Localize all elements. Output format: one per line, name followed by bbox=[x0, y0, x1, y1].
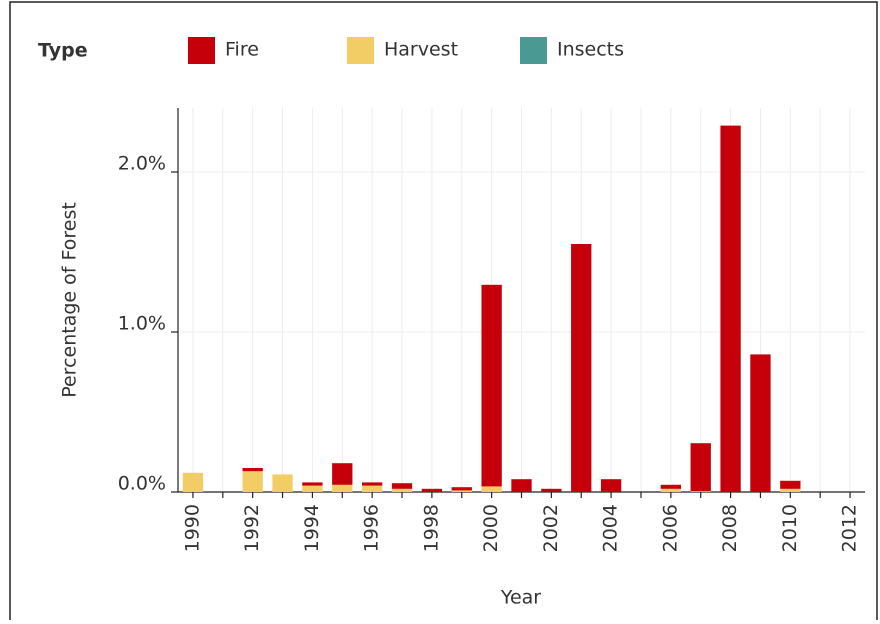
bar bbox=[421, 488, 443, 492]
legend-label: Insects bbox=[557, 39, 624, 61]
x-tick-label: 1996 bbox=[361, 504, 383, 552]
bar bbox=[302, 485, 323, 492]
bar bbox=[481, 486, 502, 492]
legend-swatch bbox=[188, 37, 215, 64]
bar bbox=[332, 484, 353, 492]
bar bbox=[272, 474, 293, 492]
bar bbox=[690, 491, 711, 492]
x-tick-label: 1992 bbox=[241, 504, 263, 552]
x-tick-label: 1990 bbox=[181, 504, 203, 552]
bar bbox=[242, 471, 263, 492]
x-tick-label: 2002 bbox=[540, 504, 562, 552]
bar bbox=[690, 443, 711, 492]
x-tick-label: 2010 bbox=[779, 504, 801, 552]
y-tick-label: 1.0% bbox=[118, 313, 166, 335]
frame bbox=[9, 1, 878, 624]
x-axis-label: Year bbox=[500, 587, 541, 609]
bar bbox=[780, 480, 801, 489]
bar bbox=[750, 354, 771, 492]
bar bbox=[361, 485, 383, 492]
bar bbox=[242, 468, 263, 472]
legend-label: Fire bbox=[225, 39, 259, 61]
legend-label: Harvest bbox=[384, 39, 458, 61]
y-axis-label: Percentage of Forest bbox=[59, 202, 81, 398]
bar bbox=[182, 472, 204, 492]
x-tick-label: 1998 bbox=[420, 504, 442, 552]
bar bbox=[780, 488, 801, 492]
bar bbox=[571, 244, 592, 492]
bar bbox=[660, 484, 682, 489]
legend-title: Type bbox=[38, 40, 88, 62]
x-tick-label: 2004 bbox=[600, 504, 622, 552]
bar bbox=[451, 490, 472, 492]
legend-swatch bbox=[347, 37, 374, 64]
bar bbox=[720, 125, 741, 492]
bar bbox=[302, 482, 323, 486]
x-tick-label: 2012 bbox=[839, 504, 861, 552]
x-tick-label: 2000 bbox=[480, 504, 502, 552]
bar bbox=[391, 488, 413, 492]
bar bbox=[541, 488, 562, 492]
bar bbox=[361, 482, 383, 486]
bar bbox=[332, 463, 353, 485]
bar bbox=[511, 479, 532, 492]
y-tick-label: 0.0% bbox=[118, 473, 166, 495]
y-tick-label: 2.0% bbox=[118, 153, 166, 175]
bar bbox=[391, 483, 413, 489]
x-tick-label: 1994 bbox=[301, 504, 323, 552]
bar bbox=[451, 487, 472, 491]
x-tick-label: 2008 bbox=[719, 504, 741, 552]
bar bbox=[600, 479, 622, 492]
bar bbox=[481, 284, 502, 487]
legend-swatch bbox=[520, 37, 547, 64]
x-tick-label: 2006 bbox=[659, 504, 681, 552]
bar bbox=[660, 488, 682, 492]
